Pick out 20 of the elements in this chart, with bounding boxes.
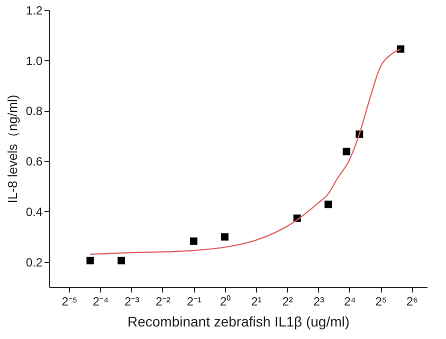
y-tick-label: 1.0 <box>26 54 43 68</box>
y-tick-label: 0.8 <box>26 104 43 118</box>
x-tick-label: 2⁻¹ <box>186 294 202 308</box>
x-tick-label: 2⁰ <box>220 294 231 308</box>
x-tick-label: 2⁻² <box>156 294 170 308</box>
x-tick-label: 2⁵ <box>375 294 387 308</box>
x-tick-label: 2⁻³ <box>124 294 140 308</box>
y-tick-label: 0.6 <box>26 154 43 169</box>
x-tick-label: 2¹ <box>251 294 262 308</box>
y-axis-title: IL-8 levels（ng/ml) <box>4 94 20 204</box>
x-tick-label: 2³ <box>313 294 324 308</box>
y-tick-label: 0.4 <box>26 204 43 219</box>
x-tick-label: 2⁴ <box>344 294 356 308</box>
y-tick-label: 0.2 <box>26 255 43 270</box>
x-tick-label: 2⁻⁵ <box>62 294 78 308</box>
x-axis-title: Recombinant zebrafish IL1β (ug/ml) <box>127 314 350 330</box>
x-tick-label: 2⁶ <box>406 294 418 308</box>
y-tick-label: 1.2 <box>26 4 43 18</box>
x-tick-label: 2² <box>282 294 293 308</box>
x-tick-label: 2⁻⁴ <box>92 294 109 308</box>
